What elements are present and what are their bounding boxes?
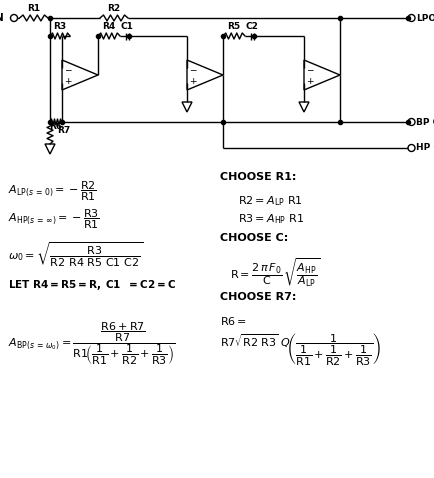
Text: R1: R1 xyxy=(27,4,40,13)
Text: CHOOSE R7:: CHOOSE R7: xyxy=(220,292,296,302)
Text: R5: R5 xyxy=(227,22,240,31)
Text: CHOOSE C:: CHOOSE C: xyxy=(220,233,288,243)
Text: BP OUT: BP OUT xyxy=(415,118,434,127)
Text: HP OUT: HP OUT xyxy=(415,143,434,152)
Text: $+$: $+$ xyxy=(63,76,72,86)
Text: R6: R6 xyxy=(49,122,62,131)
Text: $A_{\mathrm{HP}(s\,=\,\infty)}$$= -\dfrac{\mathrm{R3}}{\mathrm{R1}}$: $A_{\mathrm{HP}(s\,=\,\infty)}$$= -\dfra… xyxy=(8,208,100,231)
Text: C1: C1 xyxy=(120,22,133,31)
Text: $\mathrm{R7}\sqrt{\mathrm{R2\ R3}}\ Q\!\left(\dfrac{1}{\dfrac{1}{\mathrm{R1}}+\d: $\mathrm{R7}\sqrt{\mathrm{R2\ R3}}\ Q\!\… xyxy=(220,331,380,367)
Text: CHOOSE R1:: CHOOSE R1: xyxy=(220,172,296,182)
Text: LPOUT: LPOUT xyxy=(415,13,434,22)
Text: $-$: $-$ xyxy=(305,65,314,74)
Text: $-$: $-$ xyxy=(188,65,197,74)
Text: $-$: $-$ xyxy=(63,65,72,74)
Text: $\mathrm{R6} =$: $\mathrm{R6} =$ xyxy=(220,315,247,327)
Text: $A_{\mathrm{BP}(s\,=\,\omega_0)} = \dfrac{\dfrac{\mathrm{R6}+\mathrm{R7}}{\mathr: $A_{\mathrm{BP}(s\,=\,\omega_0)} = \dfra… xyxy=(8,321,175,368)
Text: $\mathrm{R2} = A_{\mathrm{LP}}\ \mathrm{R1}$: $\mathrm{R2} = A_{\mathrm{LP}}\ \mathrm{… xyxy=(237,194,302,208)
Text: IN: IN xyxy=(0,13,4,23)
Text: R2: R2 xyxy=(107,4,120,13)
Text: R4: R4 xyxy=(102,22,115,31)
Text: $\mathrm{R} = \dfrac{2\,\pi\,F_0}{\mathrm{C}}\,\sqrt{\dfrac{A_{\mathrm{HP}}}{A_{: $\mathrm{R} = \dfrac{2\,\pi\,F_0}{\mathr… xyxy=(230,256,319,289)
Text: $\mathrm{R3} = A_{\mathrm{HP}}\ \mathrm{R1}$: $\mathrm{R3} = A_{\mathrm{HP}}\ \mathrm{… xyxy=(237,212,303,226)
Text: $\mathbf{LET\ R4 = R5 = R,\ C1\ \ = C2 = C}$: $\mathbf{LET\ R4 = R5 = R,\ C1\ \ = C2 =… xyxy=(8,278,176,292)
Text: R7: R7 xyxy=(57,126,70,135)
Text: $\omega_0 = \sqrt{\dfrac{\mathrm{R3}}{\mathrm{R2\ R4\ R5\ C1\ C2}}}$: $\omega_0 = \sqrt{\dfrac{\mathrm{R3}}{\m… xyxy=(8,240,143,269)
Text: $+$: $+$ xyxy=(305,76,314,86)
Text: C2: C2 xyxy=(245,22,258,31)
Text: $A_{\mathrm{LP}(s\,=\,0)}$$= -\dfrac{\mathrm{R2}}{\mathrm{R1}}$: $A_{\mathrm{LP}(s\,=\,0)}$$= -\dfrac{\ma… xyxy=(8,180,97,204)
Text: $+$: $+$ xyxy=(188,76,197,86)
Text: R3: R3 xyxy=(53,22,66,31)
